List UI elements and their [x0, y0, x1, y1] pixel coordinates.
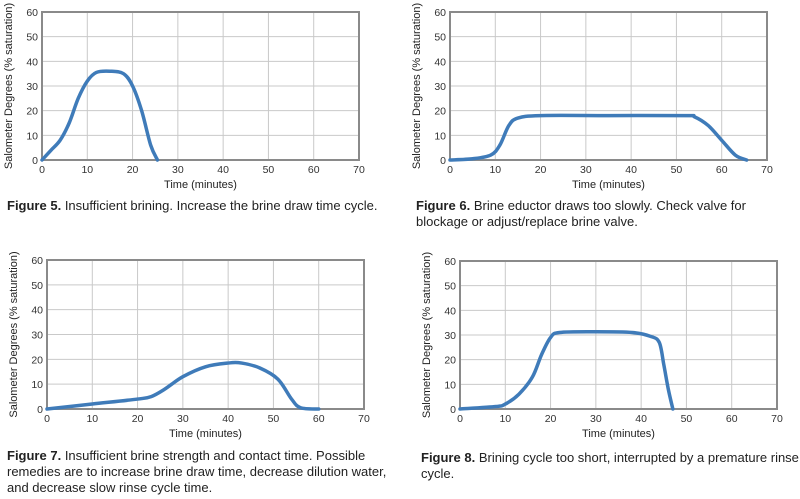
x-tick-label: 10: [86, 413, 98, 425]
x-tick-label: 20: [127, 164, 139, 176]
caption-fig7: Figure 7. Insufficient brine strength an…: [7, 448, 392, 496]
plot-frame: [41, 11, 360, 161]
x-tick-label: 30: [580, 164, 592, 176]
x-tick-label: 50: [263, 164, 275, 176]
caption-label: Figure 5.: [7, 198, 62, 213]
x-tick-label: 20: [132, 413, 144, 425]
y-axis-label: Salometer Degrees (% saturation): [421, 252, 433, 418]
x-tick-label: 30: [590, 413, 602, 425]
caption-text: Insufficient brine strength and contact …: [7, 448, 387, 495]
x-axis-label: Time (minutes): [582, 428, 655, 440]
series-line-salometer: [448, 113, 749, 162]
x-tick-label: 60: [308, 164, 320, 176]
x-axis-label: Time (minutes): [169, 428, 242, 440]
y-tick-label: 40: [26, 56, 38, 68]
y-axis-label: Salometer Degrees (% saturation): [3, 3, 15, 169]
x-tick-label: 30: [172, 164, 184, 176]
x-tick-label: 50: [671, 164, 683, 176]
y-tick-label: 0: [37, 404, 43, 416]
caption-label: Figure 7.: [7, 448, 62, 463]
x-tick-label: 70: [771, 413, 783, 425]
y-tick-label: 30: [26, 81, 38, 93]
x-tick-label: 40: [217, 164, 229, 176]
y-tick-label: 40: [434, 56, 446, 68]
y-tick-label: 60: [31, 255, 43, 267]
caption-text: Brining cycle too short, interrupted by …: [421, 450, 799, 481]
x-tick-label: 0: [44, 413, 50, 425]
caption-fig5: Figure 5. Insufficient brining. Increase…: [7, 198, 387, 214]
x-axis-label: Time (minutes): [572, 179, 645, 191]
y-tick-label: 40: [444, 305, 456, 317]
y-tick-label: 30: [31, 330, 43, 342]
y-tick-label: 10: [434, 130, 446, 142]
y-tick-label: 60: [26, 7, 38, 19]
caption-fig8: Figure 8. Brining cycle too short, inter…: [421, 450, 800, 482]
y-tick-label: 10: [26, 130, 38, 142]
caption-text: Insufficient brining. Increase the brine…: [64, 198, 378, 213]
caption-label: Figure 6.: [416, 198, 471, 213]
y-tick-label: 50: [31, 280, 43, 292]
y-tick-label: 10: [31, 379, 43, 391]
x-tick-label: 10: [489, 164, 501, 176]
y-tick-label: 30: [444, 330, 456, 342]
caption-fig6: Figure 6. Brine eductor draws too slowly…: [416, 198, 800, 230]
series-line-salometer: [45, 360, 321, 411]
plot-frame: [449, 11, 768, 161]
y-tick-label: 50: [434, 32, 446, 44]
x-tick-label: 60: [716, 164, 728, 176]
y-tick-label: 50: [444, 281, 456, 293]
y-tick-label: 0: [450, 404, 456, 416]
x-tick-label: 10: [499, 413, 511, 425]
x-tick-label: 70: [358, 413, 370, 425]
y-tick-label: 60: [444, 256, 456, 268]
plot-frame: [46, 259, 365, 410]
chart-fig8: 0 10 20 30 40 50 60 70 0 10 20 30 40 50 60 Time (minute…: [421, 252, 783, 440]
x-tick-label: 0: [39, 164, 45, 176]
x-tick-label: 20: [545, 413, 557, 425]
chart-fig6: 0 10 20 30 40 50 60 70 0 10 20 30 40 50 60 Time (minute…: [411, 3, 773, 191]
x-axis-label: Time (minutes): [164, 179, 237, 191]
y-tick-label: 10: [444, 379, 456, 391]
x-tick-label: 70: [761, 164, 773, 176]
caption-text: Brine eductor draws too slowly. Check va…: [416, 198, 746, 229]
x-tick-label: 60: [726, 413, 738, 425]
chart-fig7: 0 10 20 30 40 50 60 70 0 10 20 30 40 50 60 Time (minute…: [8, 251, 370, 440]
y-tick-label: 0: [32, 155, 38, 167]
caption-label: Figure 8.: [421, 450, 476, 465]
x-tick-label: 40: [222, 413, 234, 425]
plot-frame: [459, 260, 778, 410]
y-axis-label: Salometer Degrees (% saturation): [411, 3, 423, 169]
x-tick-label: 50: [268, 413, 280, 425]
x-tick-label: 10: [81, 164, 93, 176]
x-tick-label: 50: [681, 413, 693, 425]
x-tick-label: 0: [457, 413, 463, 425]
chart-fig5: 0 10 20 30 40 50 60 70 0 10 20 30 40 50 60 Time (minute…: [3, 3, 365, 191]
y-axis-label: Salometer Degrees (% saturation): [8, 251, 20, 417]
y-tick-label: 20: [26, 106, 38, 118]
y-tick-label: 40: [31, 305, 43, 317]
x-tick-label: 40: [625, 164, 637, 176]
x-tick-label: 70: [353, 164, 365, 176]
y-tick-label: 20: [31, 354, 43, 366]
y-tick-label: 30: [434, 81, 446, 93]
series-line-salometer: [40, 69, 160, 162]
y-tick-label: 60: [434, 7, 446, 19]
series-line-salometer: [458, 330, 675, 411]
y-tick-label: 20: [434, 106, 446, 118]
x-tick-label: 40: [635, 413, 647, 425]
x-tick-label: 20: [535, 164, 547, 176]
x-tick-label: 60: [313, 413, 325, 425]
y-tick-label: 20: [444, 355, 456, 367]
x-tick-label: 30: [177, 413, 189, 425]
y-tick-label: 50: [26, 32, 38, 44]
x-tick-label: 0: [447, 164, 453, 176]
y-tick-label: 0: [440, 155, 446, 167]
